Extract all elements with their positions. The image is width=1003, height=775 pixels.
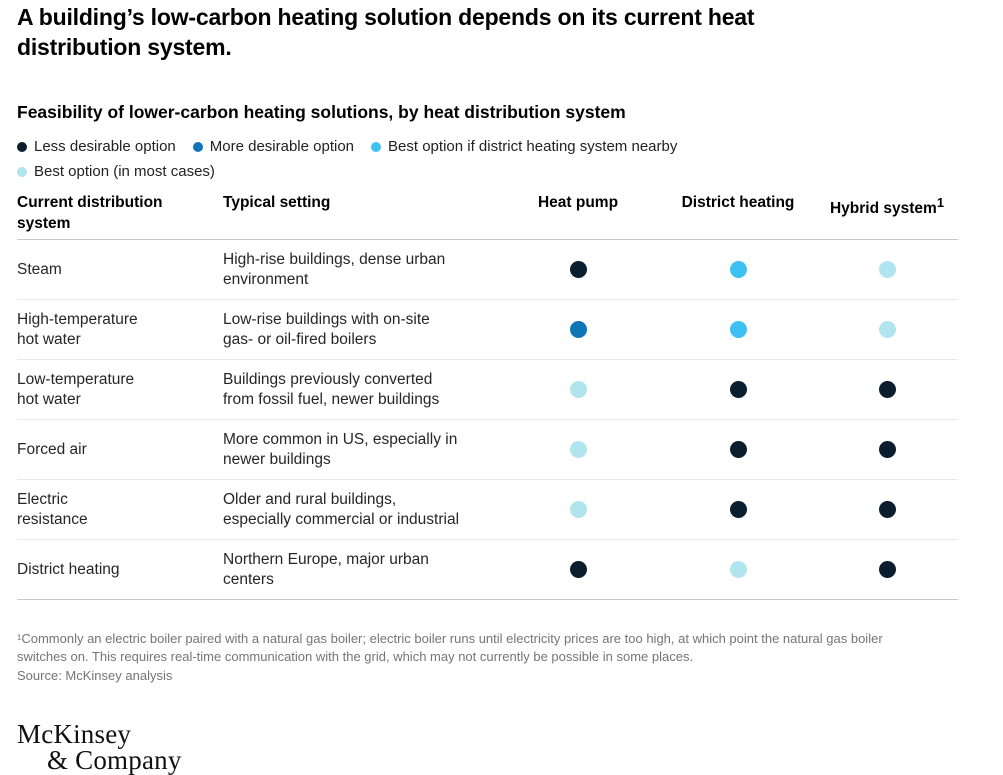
rating-dot — [729, 561, 747, 578]
cell-heat-pump — [496, 441, 660, 458]
cell-district-heating — [660, 501, 816, 518]
legend-item-more-desirable: More desirable option — [192, 138, 355, 155]
cell-hybrid-system — [816, 381, 958, 398]
rating-dot — [569, 441, 587, 458]
row-label: Forced air — [17, 440, 87, 458]
rating-dot — [729, 381, 747, 398]
cell-heat-pump — [496, 561, 660, 578]
cell-district-heating — [660, 561, 816, 578]
row-setting: Buildings previously converted from foss… — [223, 370, 440, 408]
row-setting: Low-rise buildings with on-site gas- or … — [223, 310, 430, 348]
legend-item-best-if-district: Best option if district heating system n… — [371, 138, 677, 155]
rating-dot — [569, 501, 587, 518]
cell-district-heating — [660, 381, 816, 398]
legend-row-2: Best option (in most cases) — [17, 159, 958, 184]
column-header-system: Current distribution system — [17, 194, 163, 232]
legend-label: Best option if district heating system n… — [388, 138, 678, 155]
logo-line-2: & Company — [47, 744, 182, 775]
rating-dot — [569, 261, 587, 278]
footnote: ¹Commonly an electric boiler paired with… — [17, 631, 883, 664]
legend-label: More desirable option — [209, 138, 355, 155]
table-row-low-temp-hot-water: Low-temperature hot water Buildings prev… — [17, 360, 958, 420]
table-header-row: Current distribution system Typical sett… — [17, 192, 958, 240]
chart-title: Feasibility of lower-carbon heating solu… — [17, 102, 626, 122]
legend-dot-best-icon — [17, 166, 27, 177]
row-label: Electric resistance — [17, 490, 88, 528]
column-header-district-heating: District heating — [681, 194, 795, 211]
legend-dot-less-desirable-icon — [17, 141, 27, 152]
legend-item-best: Best option (in most cases) — [17, 163, 215, 180]
legend-row-1: Less desirable option More desirable opt… — [17, 134, 958, 159]
legend-dot-more-desirable-icon — [192, 141, 203, 152]
column-header-heat-pump: Heat pump — [537, 194, 619, 211]
row-label: Steam — [17, 260, 62, 278]
row-setting: More common in US, especially in newer b… — [223, 430, 458, 468]
rating-dot — [569, 381, 587, 398]
cell-hybrid-system — [816, 261, 958, 278]
row-label: High-temperature hot water — [17, 310, 138, 348]
rating-dot — [729, 321, 747, 338]
column-header-hybrid-system: Hybrid system1 — [816, 192, 958, 219]
row-setting: Older and rural buildings, especially co… — [223, 490, 460, 528]
cell-heat-pump — [496, 261, 660, 278]
row-setting: High-rise buildings, dense urban environ… — [223, 250, 446, 288]
rating-dot — [878, 501, 896, 518]
hybrid-header-text: Hybrid system — [829, 200, 937, 218]
rating-dot — [878, 321, 896, 338]
table-row-forced-air: Forced air More common in US, especially… — [17, 420, 958, 480]
hybrid-footnote-marker: 1 — [936, 195, 944, 210]
rating-dot — [878, 561, 896, 578]
cell-hybrid-system — [816, 501, 958, 518]
cell-district-heating — [660, 261, 816, 278]
legend: Less desirable option More desirable opt… — [17, 134, 958, 184]
table-row-electric-resistance: Electric resistance Older and rural buil… — [17, 480, 958, 540]
rating-dot — [878, 441, 896, 458]
rating-dot — [729, 441, 747, 458]
row-label: District heating — [17, 560, 120, 578]
legend-dot-best-if-district-icon — [371, 141, 382, 152]
row-setting: Northern Europe, major urban centers — [223, 550, 429, 588]
table-row-high-temp-hot-water: High-temperature hot water Low-rise buil… — [17, 300, 958, 360]
rating-dot — [569, 561, 587, 578]
cell-district-heating — [660, 321, 816, 338]
page-title: A building’s low-carbon heating solution… — [17, 4, 755, 60]
cell-heat-pump — [496, 321, 660, 338]
source-line: Source: McKinsey analysis — [17, 668, 173, 683]
legend-label: Less desirable option — [34, 138, 176, 155]
mckinsey-logo: McKinsey & Company — [17, 718, 958, 775]
rating-dot — [729, 501, 747, 518]
table-row-steam: Steam High-rise buildings, dense urban e… — [17, 240, 958, 300]
rating-dot — [878, 381, 896, 398]
column-header-setting: Typical setting — [223, 194, 331, 211]
cell-hybrid-system — [816, 321, 958, 338]
cell-hybrid-system — [816, 561, 958, 578]
cell-hybrid-system — [816, 441, 958, 458]
logo-line-1: McKinsey — [17, 718, 132, 749]
legend-label: Best option (in most cases) — [34, 163, 215, 180]
legend-item-less-desirable: Less desirable option — [17, 138, 176, 155]
rating-dot — [729, 261, 747, 278]
cell-heat-pump — [496, 501, 660, 518]
feasibility-table: Current distribution system Typical sett… — [17, 192, 958, 600]
rating-dot — [878, 261, 896, 278]
cell-heat-pump — [496, 381, 660, 398]
cell-district-heating — [660, 441, 816, 458]
row-label: Low-temperature hot water — [17, 370, 135, 408]
rating-dot — [569, 321, 587, 338]
table-row-district-heating: District heating Northern Europe, major … — [17, 540, 958, 600]
